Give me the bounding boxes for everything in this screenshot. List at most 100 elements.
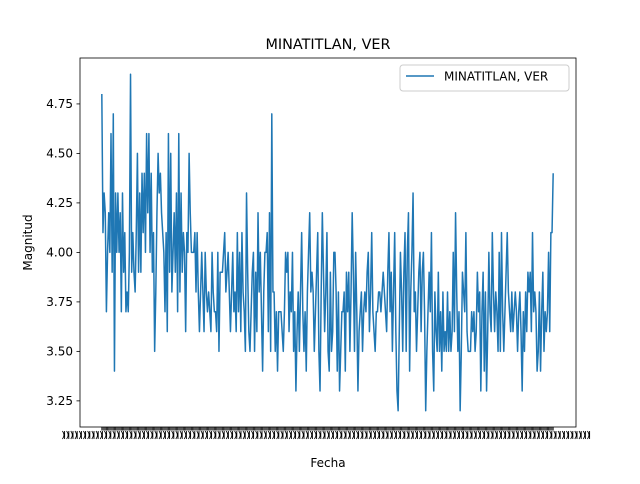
- x-tick-label: [263, 430, 267, 440]
- y-tick-label: 4.50: [46, 146, 73, 160]
- series-line: [101, 73, 554, 412]
- x-tick-label: [452, 430, 456, 440]
- x-tick-label: [267, 430, 271, 440]
- x-tick-label: [125, 430, 129, 440]
- x-tick-label: [62, 430, 66, 440]
- x-tick-label: [255, 430, 259, 440]
- x-tick-label: [95, 430, 99, 440]
- x-tick-label: [385, 430, 389, 440]
- x-tick-label: [410, 430, 414, 440]
- x-tick-label: [146, 430, 150, 440]
- y-tick-label: 4.25: [46, 196, 73, 210]
- x-tick-label: [171, 430, 175, 440]
- x-tick-label: [566, 430, 570, 440]
- x-tick-label: [574, 430, 578, 440]
- x-tick-label: [528, 430, 532, 440]
- x-tick-label: [129, 430, 133, 440]
- x-axis: [62, 427, 591, 440]
- x-tick-label: [305, 430, 309, 440]
- x-tick-label: [482, 430, 486, 440]
- x-tick-label: [213, 430, 217, 440]
- x-tick-label: [217, 430, 221, 440]
- x-tick-label: [440, 430, 444, 440]
- x-tick-label: [532, 430, 536, 440]
- x-tick-label: [419, 430, 423, 440]
- legend: MINATITLAN, VER: [399, 64, 570, 92]
- x-tick-label: [330, 430, 334, 440]
- x-tick-label: [141, 430, 145, 440]
- x-tick-label: [540, 430, 544, 440]
- y-tick-label: 3.75: [46, 295, 73, 309]
- x-tick-label: [209, 430, 213, 440]
- x-tick-label: [536, 430, 540, 440]
- x-tick-label: [204, 430, 208, 440]
- y-tick-label: 4.00: [46, 245, 73, 259]
- x-tick-label: [431, 430, 435, 440]
- x-tick-label: [108, 430, 112, 440]
- x-tick-label: [377, 430, 381, 440]
- x-tick-label: [507, 430, 511, 440]
- x-tick-label: [549, 430, 553, 440]
- x-tick-label: [74, 430, 78, 440]
- x-tick-label: [83, 430, 87, 440]
- x-tick-label: [120, 430, 124, 440]
- x-tick-label: [309, 430, 313, 440]
- x-tick-label: [188, 430, 192, 440]
- x-tick-label: [553, 430, 557, 440]
- y-axis: 3.25 3.50 3.75 4.00 4.25 4.50 4.75: [46, 97, 80, 408]
- x-tick-label: [225, 430, 229, 440]
- x-tick-label: [427, 430, 431, 440]
- x-tick-label: [582, 430, 586, 440]
- x-tick-label: [398, 430, 402, 440]
- x-tick-label: [343, 430, 347, 440]
- x-tick-label: [238, 430, 242, 440]
- x-tick-label: [503, 430, 507, 440]
- x-tick-label: [251, 430, 255, 440]
- x-tick-label: [322, 430, 326, 440]
- y-tick-label: 3.50: [46, 344, 73, 358]
- x-tick-label: [406, 430, 410, 440]
- x-tick-label: [511, 430, 515, 440]
- x-tick-label: [91, 430, 95, 440]
- x-tick-label: [448, 430, 452, 440]
- x-tick-label: [137, 430, 141, 440]
- x-tick-label: [154, 430, 158, 440]
- y-tick-label: 4.75: [46, 97, 73, 111]
- x-tick-label: [381, 430, 385, 440]
- x-tick-label: [242, 430, 246, 440]
- x-tick-label: [402, 430, 406, 440]
- x-axis-label: Fecha: [310, 456, 345, 470]
- x-tick-label: [335, 430, 339, 440]
- x-tick-label: [221, 430, 225, 440]
- x-tick-label: [259, 430, 263, 440]
- y-axis-label: Magnitud: [21, 214, 35, 270]
- x-tick-label: [99, 430, 103, 440]
- x-tick-label: [104, 430, 108, 440]
- x-tick-label: [456, 430, 460, 440]
- x-tick-label: [545, 430, 549, 440]
- x-tick-label: [435, 430, 439, 440]
- x-tick-label: [297, 430, 301, 440]
- x-tick-label: [498, 430, 502, 440]
- x-tick-label: [162, 430, 166, 440]
- x-tick-label: [196, 430, 200, 440]
- x-tick-label-band: [62, 430, 591, 440]
- x-tick-label: [494, 430, 498, 440]
- x-tick-label: [557, 430, 561, 440]
- plot-area: 3.25 3.50 3.75 4.00 4.25 4.50 4.75: [46, 57, 591, 440]
- x-tick-label: [116, 430, 120, 440]
- x-tick-label: [351, 430, 355, 440]
- x-tick-label: [519, 430, 523, 440]
- x-tick-label: [524, 430, 528, 440]
- x-tick-label: [570, 430, 574, 440]
- x-tick-label: [561, 430, 565, 440]
- plot-frame: [79, 57, 577, 428]
- x-tick-label: [183, 430, 187, 440]
- x-tick-label: [272, 430, 276, 440]
- x-tick-label: [469, 430, 473, 440]
- x-tick-label: [423, 430, 427, 440]
- x-tick-label: [326, 430, 330, 440]
- x-tick-label: [414, 430, 418, 440]
- x-tick-label: [587, 430, 591, 440]
- x-tick-label: [87, 430, 91, 440]
